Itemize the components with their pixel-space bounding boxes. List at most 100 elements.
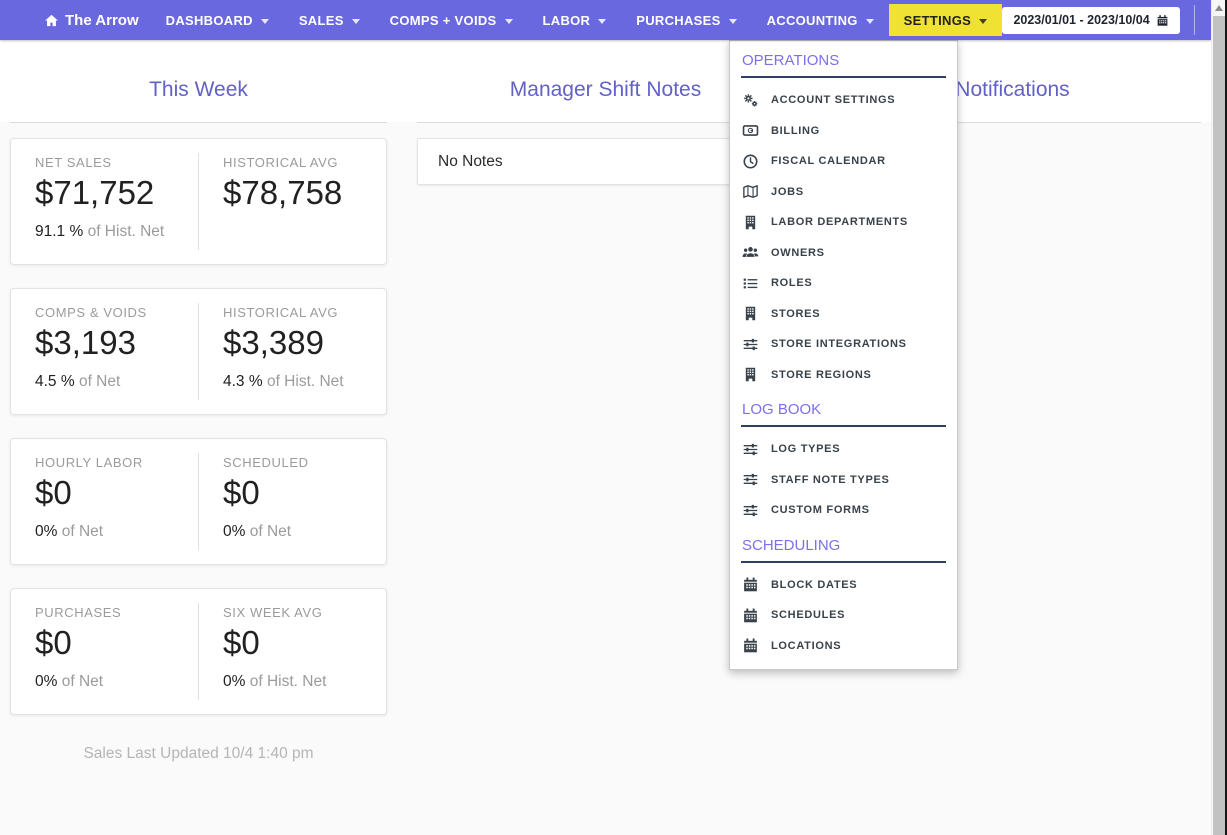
stat-sub-value: 4.5 % [35, 373, 75, 391]
date-range-value: 2023/01/01 - 2023/10/04 [1013, 13, 1150, 27]
menu-item-label: FISCAL CALENDAR [771, 155, 886, 168]
nav-item-label: COMPS + VOIDS [389, 12, 497, 28]
nav-item-label: LABOR [542, 12, 591, 28]
calendar-icon [742, 607, 759, 624]
menu-item-label: CUSTOM FORMS [771, 504, 870, 517]
menu-item-block-dates[interactable]: BLOCK DATES [730, 570, 957, 601]
card-left: NET SALES $71,752 91.1 % of Hist. Net [11, 139, 198, 264]
stat-value: $3,389 [223, 324, 324, 361]
nav-item-labor[interactable]: LABOR [528, 0, 622, 40]
window-edge [1225, 0, 1227, 835]
menu-item-store-integrations[interactable]: STORE INTEGRATIONS [730, 329, 957, 360]
users-icon [742, 244, 759, 261]
menu-item-log-types[interactable]: LOG TYPES [730, 434, 957, 465]
sliders-icon [742, 441, 759, 458]
menu-item-fiscal-calendar[interactable]: FISCAL CALENDAR [730, 146, 957, 177]
stat-value: $3,193 [35, 324, 136, 361]
menu-item-store-regions[interactable]: STORE REGIONS [730, 360, 957, 391]
card-right: HISTORICAL AVG $78,758 [199, 139, 386, 264]
scroll-up-arrow-icon[interactable] [1215, 5, 1223, 11]
sliders-icon [742, 336, 759, 353]
card-right: SIX WEEK AVG $0 0% of Hist. Net [199, 589, 386, 714]
chevron-down-icon [979, 18, 988, 24]
menu-item-account-settings[interactable]: ACCOUNT SETTINGS [730, 85, 957, 116]
chevron-down-icon [351, 18, 360, 24]
menu-item-label: STAFF NOTE TYPES [771, 473, 890, 486]
stat-sub-value: 0% [223, 673, 246, 691]
menu-item-roles[interactable]: ROLES [730, 268, 957, 299]
menu-item-label: BLOCK DATES [771, 578, 858, 591]
menu-section-scheduling: SCHEDULING [742, 536, 841, 554]
nav-item-label: SETTINGS [903, 12, 972, 28]
card-left: HOURLY LABOR $0 0% of Net [11, 439, 198, 564]
nav-item-label: SALES [298, 12, 344, 28]
date-range-picker[interactable]: 2023/01/01 - 2023/10/04 [1002, 6, 1181, 34]
settings-dropdown-menu: OPERATIONS ACCOUNT SETTINGS BILLING FISC… [729, 40, 958, 670]
menu-section-log-book: LOG BOOK [742, 401, 822, 418]
notifications-title: Notifications [955, 78, 1070, 101]
stat-sub-label: of Hist. Net [87, 223, 165, 241]
card-divider [198, 303, 199, 400]
brand-link[interactable]: The Arrow [44, 12, 139, 29]
stat-value: $0 [223, 624, 260, 661]
menu-item-label: ROLES [771, 277, 813, 290]
sliders-icon [742, 471, 759, 488]
menu-item-schedules[interactable]: SCHEDULES [730, 600, 957, 631]
menu-item-label: LOG TYPES [771, 443, 841, 456]
nav-item-sales[interactable]: SALES [284, 0, 375, 40]
vertical-scrollbar[interactable] [1211, 0, 1225, 835]
menu-item-label: STORE INTEGRATIONS [771, 338, 907, 351]
brand-label: The Arrow [65, 11, 139, 29]
card-right: SCHEDULED $0 0% of Net [199, 439, 386, 564]
card-divider [198, 603, 199, 700]
nav-item-comps-voids[interactable]: COMPS + VOIDS [375, 0, 528, 40]
cogs-icon [742, 92, 759, 109]
stat-label: HISTORICAL AVG [223, 305, 339, 320]
stat-value: $0 [35, 624, 72, 661]
hourly-labor-card: HOURLY LABOR $0 0% of Net SCHEDULED $0 0… [10, 438, 387, 565]
sliders-icon [742, 502, 759, 519]
nav-item-label: PURCHASES [636, 12, 721, 28]
list-icon [742, 275, 759, 292]
chevron-down-icon [504, 18, 513, 24]
menu-item-locations[interactable]: LOCATIONS [730, 631, 957, 662]
nav-item-accounting[interactable]: ACCOUNTING [752, 0, 889, 40]
menu-item-label: LOCATIONS [771, 639, 842, 652]
header-band [0, 40, 1211, 122]
nav-item-settings[interactable]: SETTINGS [888, 4, 1003, 36]
card-right: HISTORICAL AVG $3,389 4.3 % of Hist. Net [199, 289, 386, 414]
card-left: PURCHASES $0 0% of Net [11, 589, 198, 714]
nav-item-label: ACCOUNTING [766, 12, 858, 28]
nav-item-dashboard[interactable]: DASHBOARD [151, 0, 284, 40]
building-icon [742, 305, 759, 322]
stat-value: $0 [35, 474, 72, 511]
stat-sub-label: of Hist. Net [249, 673, 327, 691]
scrollbar-thumb[interactable] [1213, 16, 1225, 835]
menu-item-custom-forms[interactable]: CUSTOM FORMS [730, 495, 957, 526]
card-left: COMPS & VOIDS $3,193 4.5 % of Net [11, 289, 198, 414]
menu-item-stores[interactable]: STORES [730, 299, 957, 330]
this-week-column: This Week NET SALES $71,752 91.1 % of Hi… [10, 40, 387, 763]
stat-sub-value: 0% [35, 523, 58, 541]
stat-label: HOURLY LABOR [35, 455, 143, 470]
this-week-title: This Week [149, 78, 248, 101]
menu-item-jobs[interactable]: JOBS [730, 177, 957, 208]
calendar-icon [742, 576, 759, 593]
dashboard-content: This Week NET SALES $71,752 91.1 % of Hi… [0, 40, 1211, 763]
menu-item-billing[interactable]: BILLING [730, 116, 957, 147]
stat-value: $71,752 [35, 174, 155, 211]
main-nav: DASHBOARD SALES COMPS + VOIDS LABOR PURC… [151, 0, 1003, 40]
billing-card-icon [742, 122, 759, 139]
stat-sub-label: of Net [78, 373, 121, 391]
home-icon [44, 13, 59, 28]
menu-item-labor-departments[interactable]: LABOR DEPARTMENTS [730, 207, 957, 238]
nav-item-purchases[interactable]: PURCHASES [621, 0, 751, 40]
chevron-down-icon [598, 18, 607, 24]
menu-item-staff-note-types[interactable]: STAFF NOTE TYPES [730, 465, 957, 496]
calendar-icon [1156, 14, 1169, 27]
menu-item-label: STORE REGIONS [771, 368, 872, 381]
menu-item-owners[interactable]: OWNERS [730, 238, 957, 269]
nav-item-label: DASHBOARD [165, 12, 253, 28]
menu-item-label: ACCOUNT SETTINGS [771, 94, 896, 107]
stat-label: SIX WEEK AVG [223, 605, 323, 620]
